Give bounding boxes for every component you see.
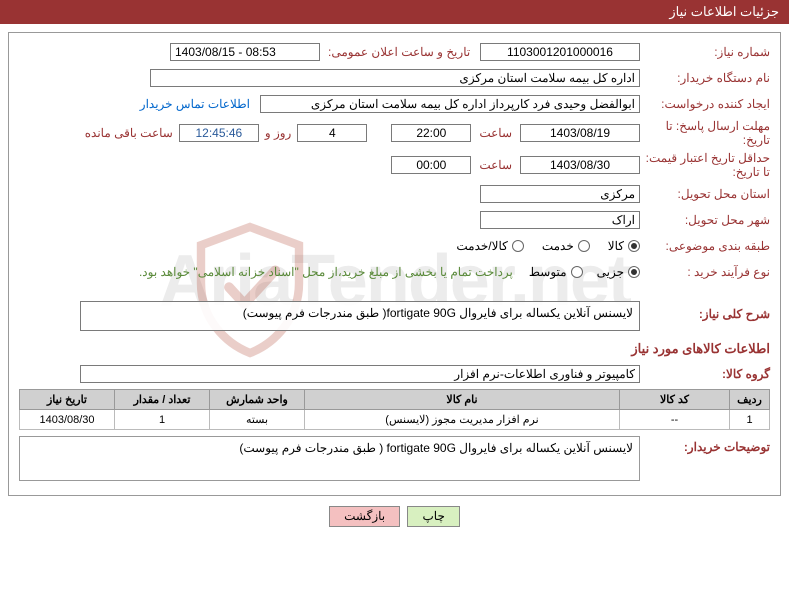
radio-goods-service-label: کالا/خدمت [456, 239, 507, 253]
value-delivery-province: مرکزی [480, 185, 640, 203]
section-goods-title: اطلاعات کالاهای مورد نیاز [19, 341, 770, 357]
td-need-date: 1403/08/30 [20, 410, 115, 430]
radio-medium-circle [571, 266, 583, 278]
back-button[interactable]: بازگشت [329, 506, 400, 527]
page-header: جزئیات اطلاعات نیاز [0, 0, 789, 24]
radio-goods-service[interactable]: کالا/خدمت [456, 239, 523, 253]
td-code: -- [620, 410, 730, 430]
goods-table: ردیف کد کالا نام کالا واحد شمارش تعداد /… [19, 389, 770, 430]
label-buyer-notes: توضیحات خریدار: [640, 436, 770, 481]
button-row: چاپ بازگشت [0, 506, 789, 527]
label-requester: ایجاد کننده درخواست: [640, 97, 770, 111]
print-button[interactable]: چاپ [407, 506, 459, 527]
row-delivery-province: استان محل تحویل: مرکزی [19, 183, 770, 205]
label-announce: تاریخ و ساعت اعلان عمومی: [320, 45, 480, 59]
row-delivery-city: شهر محل تحویل: اراک [19, 209, 770, 231]
th-unit: واحد شمارش [210, 390, 305, 410]
value-remaining-time: 12:45:46 [179, 124, 259, 142]
th-need-date: تاریخ نیاز [20, 390, 115, 410]
label-classification: طبقه بندی موضوعی: [640, 239, 770, 253]
table-header-row: ردیف کد کالا نام کالا واحد شمارش تعداد /… [20, 390, 770, 410]
value-price-valid-date: 1403/08/30 [520, 156, 640, 174]
th-code: کد کالا [620, 390, 730, 410]
value-delivery-city: اراک [480, 211, 640, 229]
th-row: ردیف [730, 390, 770, 410]
row-need-desc: شرح کلی نیاز: لایسنس آنلاین یکساله برای … [19, 301, 770, 331]
classification-radio-group: کالا خدمت کالا/خدمت [456, 239, 640, 253]
value-remaining-days: 4 [297, 124, 367, 142]
radio-goods-service-circle [512, 240, 524, 252]
radio-medium-label: متوسط [529, 265, 567, 279]
row-goods-group: گروه کالا: کامپیوتر و فناوری اطلاعات-نرم… [19, 363, 770, 385]
value-announce: 1403/08/15 - 08:53 [170, 43, 320, 61]
value-price-valid-time: 00:00 [391, 156, 471, 174]
value-need-desc: لایسنس آنلاین یکساله برای فایروال fortig… [80, 301, 640, 331]
value-deadline-date: 1403/08/19 [520, 124, 640, 142]
label-goods-group: گروه کالا: [640, 367, 770, 381]
row-buyer-org: نام دستگاه خریدار: اداره کل بیمه سلامت ا… [19, 67, 770, 89]
label-deadline: مهلت ارسال پاسخ: تا تاریخ: [640, 119, 770, 147]
value-goods-group: کامپیوتر و فناوری اطلاعات-نرم افزار [80, 365, 640, 383]
label-time-1: ساعت [471, 126, 520, 140]
radio-service-circle [578, 240, 590, 252]
td-name: نرم افزار مدیریت مجوز (لایسنس) [305, 410, 620, 430]
row-classification: طبقه بندی موضوعی: کالا خدمت کالا/خدمت [19, 235, 770, 257]
label-buyer-org: نام دستگاه خریدار: [640, 71, 770, 85]
details-panel: شماره نیاز: 1103001201000016 تاریخ و ساع… [8, 32, 781, 496]
td-unit: بسته [210, 410, 305, 430]
label-days-and: روز و [259, 126, 298, 140]
label-remaining-suffix: ساعت باقی مانده [81, 126, 179, 140]
radio-service[interactable]: خدمت [542, 239, 590, 253]
value-buyer-org: اداره کل بیمه سلامت استان مرکزی [150, 69, 640, 87]
value-deadline-time: 22:00 [391, 124, 471, 142]
row-buyer-notes: توضیحات خریدار: لایسنس آنلاین یکساله برا… [19, 436, 770, 481]
td-row: 1 [730, 410, 770, 430]
label-price-valid: حداقل تاریخ اعتبار قیمت: تا تاریخ: [640, 151, 770, 179]
label-delivery-city: شهر محل تحویل: [640, 213, 770, 227]
radio-service-label: خدمت [542, 239, 574, 253]
value-requester: ابوالفضل وحیدی فرد کارپرداز اداره کل بیم… [260, 95, 640, 113]
td-qty: 1 [115, 410, 210, 430]
label-purchase-type: نوع فرآیند خرید : [640, 265, 770, 279]
treasury-note: پرداخت تمام یا بخشی از مبلغ خرید،از محل … [139, 265, 513, 279]
label-time-2: ساعت [471, 158, 520, 172]
value-need-no: 1103001201000016 [480, 43, 640, 61]
label-need-desc: شرح کلی نیاز: [640, 301, 770, 321]
row-price-validity: حداقل تاریخ اعتبار قیمت: تا تاریخ: 1403/… [19, 151, 770, 179]
row-requester: ایجاد کننده درخواست: ابوالفضل وحیدی فرد … [19, 93, 770, 115]
radio-small-circle [628, 266, 640, 278]
table-row: 1 -- نرم افزار مدیریت مجوز (لایسنس) بسته… [20, 410, 770, 430]
row-deadline: مهلت ارسال پاسخ: تا تاریخ: 1403/08/19 سا… [19, 119, 770, 147]
label-delivery-province: استان محل تحویل: [640, 187, 770, 201]
radio-goods[interactable]: کالا [608, 239, 640, 253]
link-buyer-contact[interactable]: اطلاعات تماس خریدار [140, 97, 250, 111]
page-title: جزئیات اطلاعات نیاز [669, 4, 779, 19]
th-name: نام کالا [305, 390, 620, 410]
value-buyer-notes: لایسنس آنلاین یکساله برای فایروال fortig… [19, 436, 640, 481]
label-need-no: شماره نیاز: [640, 45, 770, 59]
radio-medium[interactable]: متوسط [529, 265, 583, 279]
radio-small[interactable]: جزیی [597, 265, 640, 279]
row-need-number: شماره نیاز: 1103001201000016 تاریخ و ساع… [19, 41, 770, 63]
radio-goods-circle [628, 240, 640, 252]
th-qty: تعداد / مقدار [115, 390, 210, 410]
radio-goods-label: کالا [608, 239, 624, 253]
purchase-type-radio-group: جزیی متوسط [529, 265, 640, 279]
radio-small-label: جزیی [597, 265, 624, 279]
row-purchase-type: نوع فرآیند خرید : جزیی متوسط پرداخت تمام… [19, 261, 770, 283]
